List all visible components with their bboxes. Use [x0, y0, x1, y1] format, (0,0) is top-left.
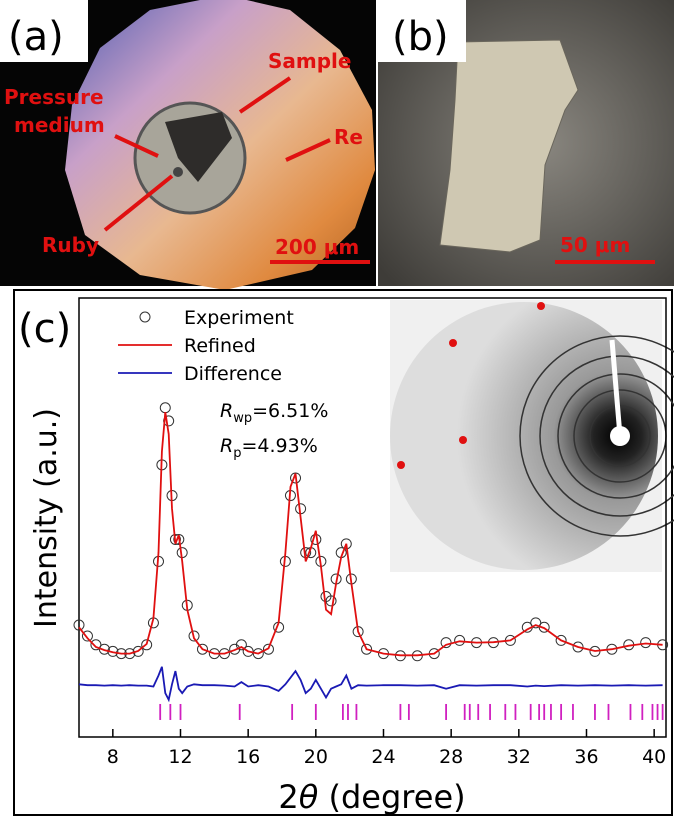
y-axis-label: Intensity (a.u.)	[29, 408, 64, 628]
series-line	[79, 667, 663, 700]
data-point	[441, 638, 451, 648]
scale-label: 200 μm	[275, 235, 359, 259]
annotation: Ruby	[42, 233, 99, 257]
annotation: Sample	[268, 49, 351, 73]
x-tick-label: 16	[236, 746, 260, 768]
legend-marker	[140, 312, 150, 322]
panel-label: (a)	[8, 14, 64, 60]
annotation: Pressure	[4, 85, 104, 109]
panel-b: (b) 50 μm	[378, 0, 674, 286]
x-tick-label: 28	[439, 746, 463, 768]
data-point	[160, 403, 170, 413]
annotation: Re	[334, 125, 363, 149]
x-tick-label: 32	[507, 746, 531, 768]
x-tick-label: 36	[574, 746, 598, 768]
legend-label: Experiment	[184, 307, 294, 329]
figure: (a) Sample Pressure medium Re Ruby 200 μ…	[0, 0, 674, 816]
x-tick-label: 40	[642, 746, 666, 768]
panel-label: (b)	[392, 14, 449, 60]
panel-c: (c) Rwp=6.51% Rp=4.93% Intensity (a.u.) …	[14, 290, 674, 816]
legend-label: Difference	[184, 363, 282, 385]
x-tick-label: 20	[304, 746, 328, 768]
x-tick-label: 12	[168, 746, 192, 768]
x-axis-label: 2θ (degree)	[278, 778, 465, 816]
legend-label: Refined	[184, 335, 256, 357]
scale-label: 50 μm	[560, 233, 630, 257]
annotation: Rp=4.93%	[220, 435, 318, 461]
annotation: medium	[14, 113, 105, 137]
annotation: Rwp=6.51%	[220, 400, 328, 426]
panel-a: (a) Sample Pressure medium Re Ruby 200 μ…	[0, 0, 376, 290]
x-tick-label: 24	[371, 746, 395, 768]
x-tick-label: 8	[107, 746, 119, 768]
panel-label: (c)	[18, 306, 71, 352]
ruby	[173, 167, 183, 177]
